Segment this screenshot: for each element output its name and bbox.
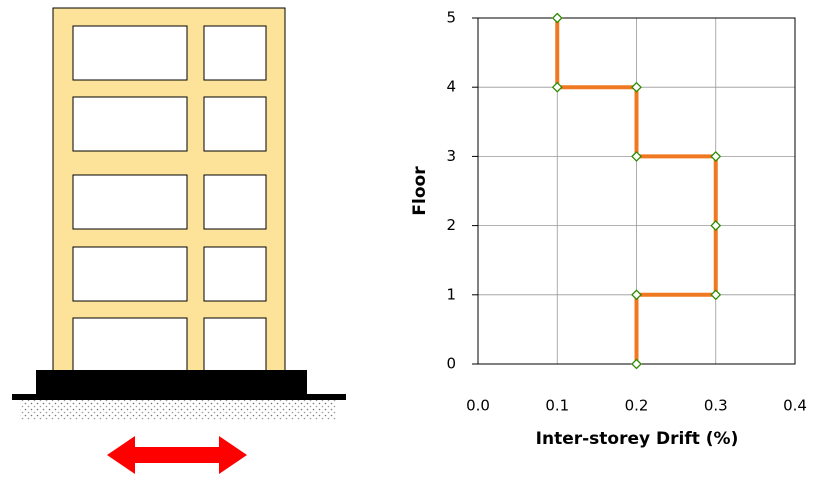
x-axis-title: Inter-storey Drift (%) bbox=[536, 429, 739, 449]
y-tick-label: 4 bbox=[446, 78, 456, 96]
data-point bbox=[631, 289, 642, 301]
ground-soil bbox=[20, 398, 336, 420]
shaking-arrow bbox=[107, 436, 247, 474]
ground-line bbox=[12, 394, 346, 400]
y-tick-label: 0 bbox=[446, 355, 456, 373]
chart: Inter-storey Drift (%) Floor 0.0 0.1 0.2 0.… bbox=[410, 9, 807, 450]
foundation bbox=[36, 370, 307, 394]
windows bbox=[72, 25, 267, 373]
y-tick-label: 5 bbox=[446, 9, 456, 27]
y-tick-label: 1 bbox=[446, 285, 456, 303]
y-tick-label: 3 bbox=[446, 147, 456, 165]
data-point bbox=[631, 358, 642, 370]
x-tick-label: 0.4 bbox=[783, 397, 807, 415]
data-point bbox=[551, 81, 563, 93]
x-tick-label: 0.3 bbox=[704, 397, 728, 415]
data-point bbox=[710, 150, 722, 162]
building-diagram bbox=[12, 7, 346, 474]
data-point bbox=[710, 289, 722, 301]
x-tick-label: 0.2 bbox=[625, 397, 649, 415]
y-axis-title: Floor bbox=[410, 166, 430, 216]
data-point bbox=[551, 12, 563, 24]
data-point bbox=[631, 150, 642, 162]
x-tick-label: 0.1 bbox=[545, 397, 569, 415]
x-tick-label: 0.0 bbox=[466, 397, 490, 415]
y-tick-label: 2 bbox=[446, 216, 456, 234]
data-point bbox=[631, 81, 642, 93]
data-point bbox=[710, 220, 722, 232]
